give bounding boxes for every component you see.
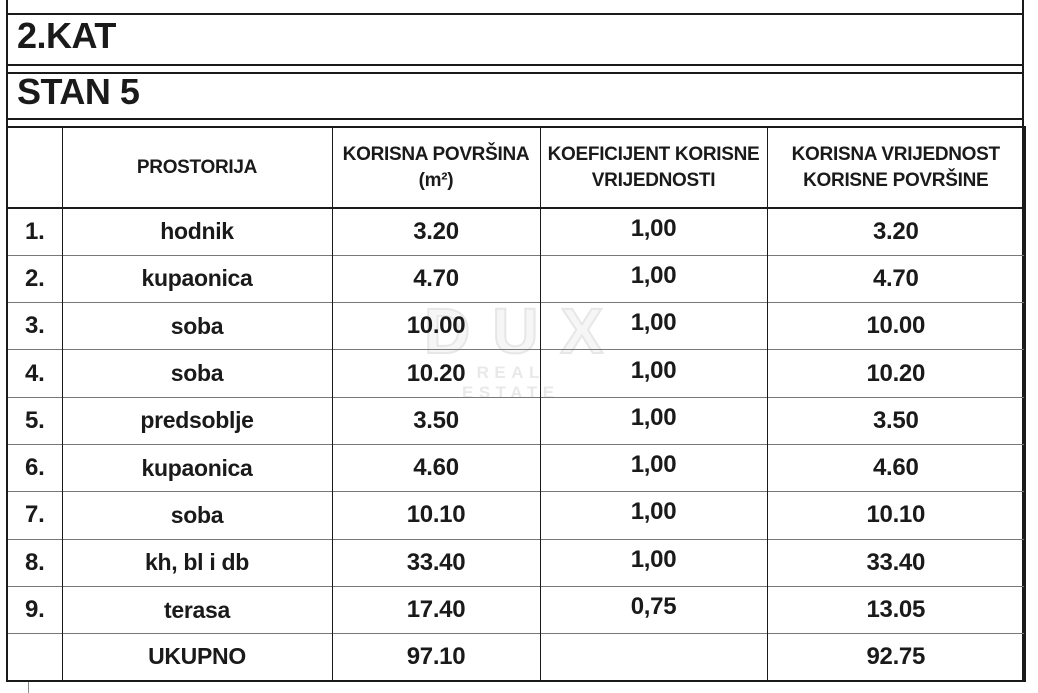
row-coefficient: 1,00: [539, 443, 768, 492]
table-row: 7. soba 10.10 1,00 10.10: [6, 491, 1026, 540]
header-coefficient-line1: KOEFICIJENT KORISNE: [547, 143, 760, 165]
header-area-line2: (m²): [418, 169, 454, 191]
row-room: kupaonica: [61, 254, 333, 303]
row-coefficient: 1,00: [539, 349, 768, 398]
row-value: 33.40: [766, 538, 1026, 587]
row-area: 4.60: [331, 443, 541, 492]
header-area: KORISNA POVRŠINA (m²): [331, 127, 541, 209]
area-table-wrapper: PROSTORIJA KORISNA POVRŠINA (m²) KOEFICI…: [6, 126, 1026, 682]
row-value: 10.10: [766, 491, 1026, 540]
row-room: terasa: [61, 585, 333, 634]
row-area: 3.20: [331, 207, 541, 256]
row-index: 2.: [6, 254, 63, 303]
row-index: 4.: [6, 349, 63, 398]
row-index: 8.: [6, 538, 63, 587]
row-index: 9.: [6, 585, 63, 634]
row-area: 4.70: [331, 254, 541, 303]
row-index: 7.: [6, 491, 63, 540]
row-coefficient: 1,00: [539, 254, 768, 303]
row-value: 4.60: [766, 443, 1026, 492]
table-body: 1. hodnik 3.20 1,00 3.20 2. kupaonica 4.70 1,00 4…: [6, 207, 1026, 634]
table-row: 6. kupaonica 4.60 1,00 4.60: [6, 443, 1026, 492]
row-room: soba: [61, 491, 333, 540]
row-area: 10.10: [331, 491, 541, 540]
table-row: 2. kupaonica 4.70 1,00 4.70: [6, 254, 1026, 303]
row-room: soba: [61, 302, 333, 350]
row-index: 6.: [6, 443, 63, 492]
row-coefficient: 1,00: [539, 396, 768, 445]
header-value: KORISNA VRIJEDNOST KORISNE POVRŠINE: [766, 127, 1026, 209]
row-index: 1.: [6, 207, 63, 256]
total-index: [6, 633, 63, 681]
header-row: PROSTORIJA KORISNA POVRŠINA (m²) KOEFICI…: [6, 127, 1026, 209]
row-value: 10.20: [766, 349, 1026, 398]
area-table: PROSTORIJA KORISNA POVRŠINA (m²) KOEFICI…: [6, 126, 1026, 682]
table-row: 8. kh, bl i db 33.40 1,00 33.40: [6, 538, 1026, 587]
row-area: 33.40: [331, 538, 541, 587]
row-value: 10.00: [766, 302, 1026, 350]
row-value: 4.70: [766, 254, 1026, 303]
table-row: 9. terasa 17.40 0,75 13.05: [6, 585, 1026, 634]
header-area-line1: KORISNA POVRŠINA: [342, 143, 530, 165]
header-coefficient-line2: VRIJEDNOSTI: [591, 169, 716, 191]
table-row: 1. hodnik 3.20 1,00 3.20: [6, 207, 1026, 256]
row-coefficient: 1,00: [539, 207, 768, 256]
floor-title: 2.KAT: [17, 14, 116, 56]
unit-title: STAN 5: [17, 71, 140, 112]
row-index: 3.: [6, 302, 63, 350]
header-index: [6, 127, 63, 209]
header-room: PROSTORIJA: [61, 127, 333, 209]
row-coefficient: 1,00: [539, 491, 768, 540]
table-row: 3. soba 10.00 1,00 10.00: [6, 302, 1026, 350]
sheet-lower-grid-stub-line: [28, 681, 29, 693]
row-room: kupaonica: [61, 443, 333, 492]
total-row: UKUPNO 97.10 92.75: [6, 633, 1026, 681]
total-area: 97.10: [331, 633, 541, 681]
row-coefficient: 1,00: [539, 302, 768, 350]
row-coefficient: 1,00: [539, 538, 768, 587]
row-area: 10.20: [331, 349, 541, 398]
row-value: 13.05: [766, 585, 1026, 634]
total-coefficient: [539, 633, 768, 681]
row-area: 17.40: [331, 585, 541, 634]
row-room: kh, bl i db: [61, 538, 333, 587]
row-room: soba: [61, 349, 333, 398]
table-row: 5. predsoblje 3.50 1,00 3.50: [6, 396, 1026, 445]
row-room: predsoblje: [61, 396, 333, 445]
header-value-line1: KORISNA VRIJEDNOST: [791, 143, 1001, 165]
row-value: 3.20: [766, 207, 1026, 256]
floor-title-block: 2.KAT: [6, 13, 1024, 66]
table-row: 4. soba 10.20 1,00 10.20: [6, 349, 1026, 398]
row-coefficient: 0,75: [539, 585, 768, 634]
header-value-line2: KORISNE POVRŠINE: [803, 169, 989, 191]
row-area: 3.50: [331, 396, 541, 445]
total-value: 92.75: [766, 633, 1026, 681]
row-value: 3.50: [766, 396, 1026, 445]
row-index: 5.: [6, 396, 63, 445]
total-label: UKUPNO: [61, 633, 333, 681]
header-coefficient: KOEFICIJENT KORISNE VRIJEDNOSTI: [539, 127, 768, 209]
unit-title-block: STAN 5: [6, 71, 1024, 120]
row-area: 10.00: [331, 302, 541, 350]
row-room: hodnik: [61, 207, 333, 256]
